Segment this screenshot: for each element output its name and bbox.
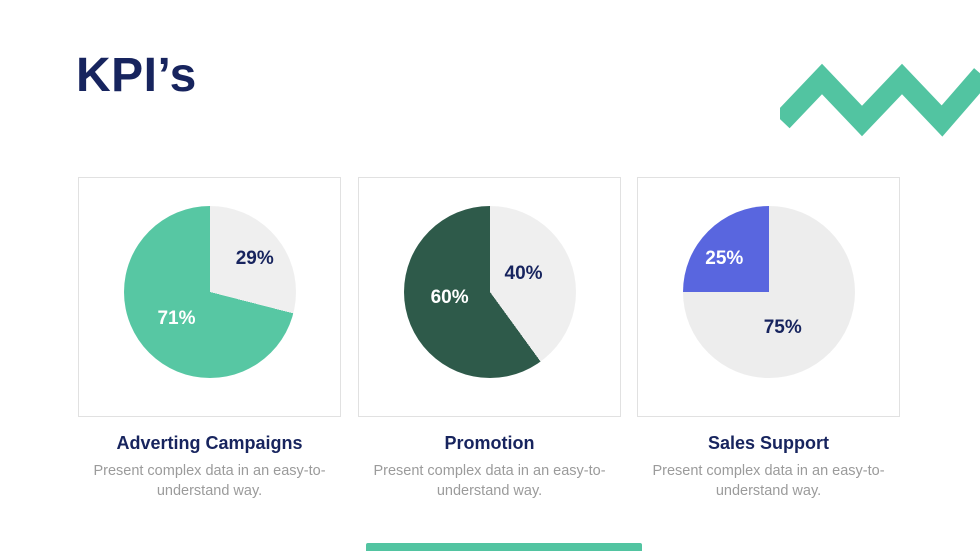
chart-caption: Present complex data in an easy-to-under… <box>652 463 885 499</box>
chart-panel-adverting-campaigns: 29% 71% Adverting Campaigns Present comp… <box>78 177 341 501</box>
chart-title: Adverting Campaigns <box>116 433 303 453</box>
chart-card: 29% 71% <box>78 177 341 417</box>
zigzag-decoration <box>774 55 980 140</box>
pie-chart-adverting-campaigns: 29% 71% <box>124 206 296 378</box>
pie-slice-label: 75% <box>763 317 802 339</box>
chart-caption: Present complex data in an easy-to-under… <box>373 463 606 499</box>
chart-panel-sales-support: 75% 25% Sales Support Present complex da… <box>637 177 900 501</box>
chart-card: 75% 25% <box>637 177 900 417</box>
pie-slice-label: 29% <box>235 248 274 270</box>
pie-slice-label: 40% <box>504 262 543 284</box>
pie-slice-label: 71% <box>157 307 196 329</box>
page-title: KPI’s <box>76 49 197 102</box>
bottom-accent-bar <box>366 543 642 551</box>
pie-slice-label: 25% <box>705 248 744 270</box>
chart-title: Sales Support <box>707 433 830 453</box>
pie-chart-sales-support: 75% 25% <box>683 206 855 378</box>
zigzag-icon <box>774 63 980 137</box>
chart-panel-promotion: 40% 60% Promotion Present complex data i… <box>358 177 621 501</box>
chart-title: Promotion <box>444 433 535 453</box>
chart-caption: Present complex data in an easy-to-under… <box>93 463 326 499</box>
pie-slice-label: 60% <box>430 287 469 309</box>
pie-chart-promotion: 40% 60% <box>404 206 576 378</box>
chart-card: 40% 60% <box>358 177 621 417</box>
